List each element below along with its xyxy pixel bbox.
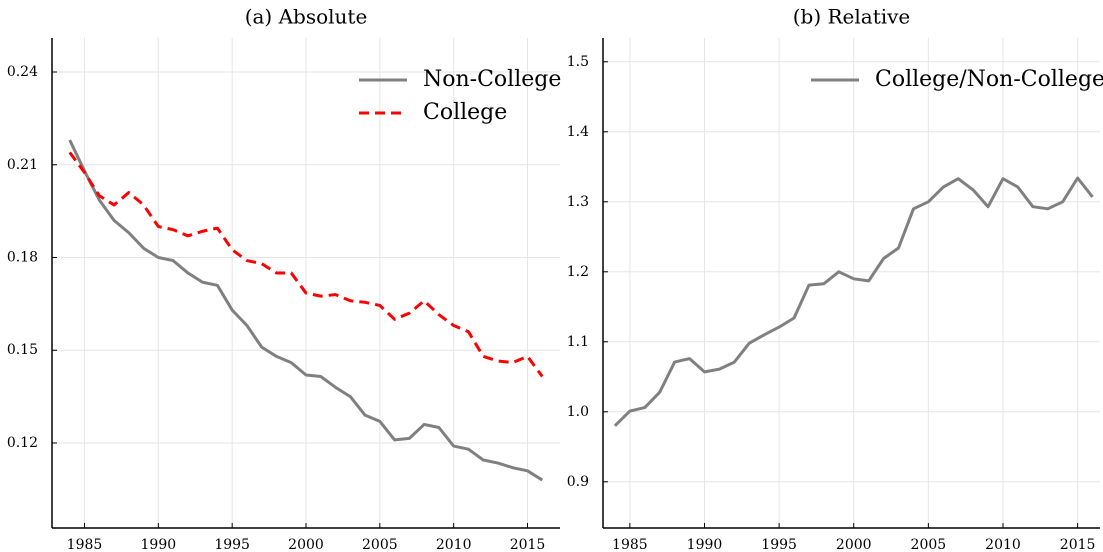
x-tick-label: 2015 (510, 537, 546, 552)
x-tick-label: 2005 (911, 537, 947, 552)
series-line (68, 139, 544, 482)
y-tick-label: 1.5 (567, 54, 589, 70)
chart-title: (a) Absolute (245, 5, 368, 29)
x-tick-label: 1990 (687, 537, 723, 552)
x-tick-label: 2000 (288, 537, 324, 552)
legend-label: College (423, 100, 507, 125)
x-tick-label: 1990 (141, 537, 177, 552)
y-tick-label: 0.12 (7, 435, 38, 451)
x-tick-label: 1985 (612, 537, 648, 552)
y-tick-label: 0.18 (7, 249, 38, 265)
legend-label: College/Non-College (875, 67, 1103, 92)
legend-label: Non-College (423, 67, 561, 92)
x-tick-label: 1995 (761, 537, 797, 552)
x-tick-label: 2000 (836, 537, 872, 552)
y-tick-label: 1.2 (567, 264, 589, 280)
x-tick-label: 1985 (67, 537, 103, 552)
y-tick-label: 1.1 (567, 334, 589, 350)
x-tick-label: 1995 (214, 537, 250, 552)
x-tick-label: 2010 (985, 537, 1021, 552)
x-tick-label: 2010 (436, 537, 472, 552)
series-line (613, 176, 1094, 427)
x-tick-label: 2005 (362, 537, 398, 552)
y-tick-label: 0.15 (7, 342, 38, 358)
chart-title: (b) Relative (793, 5, 911, 29)
series-line (68, 151, 544, 378)
y-tick-label: 1.4 (567, 124, 589, 140)
y-tick-label: 0.21 (7, 157, 38, 173)
y-tick-label: 1.0 (567, 404, 589, 420)
y-tick-label: 1.3 (567, 194, 589, 210)
y-tick-label: 0.9 (567, 474, 589, 490)
y-tick-label: 0.24 (7, 64, 38, 80)
x-tick-label: 2015 (1060, 537, 1096, 552)
